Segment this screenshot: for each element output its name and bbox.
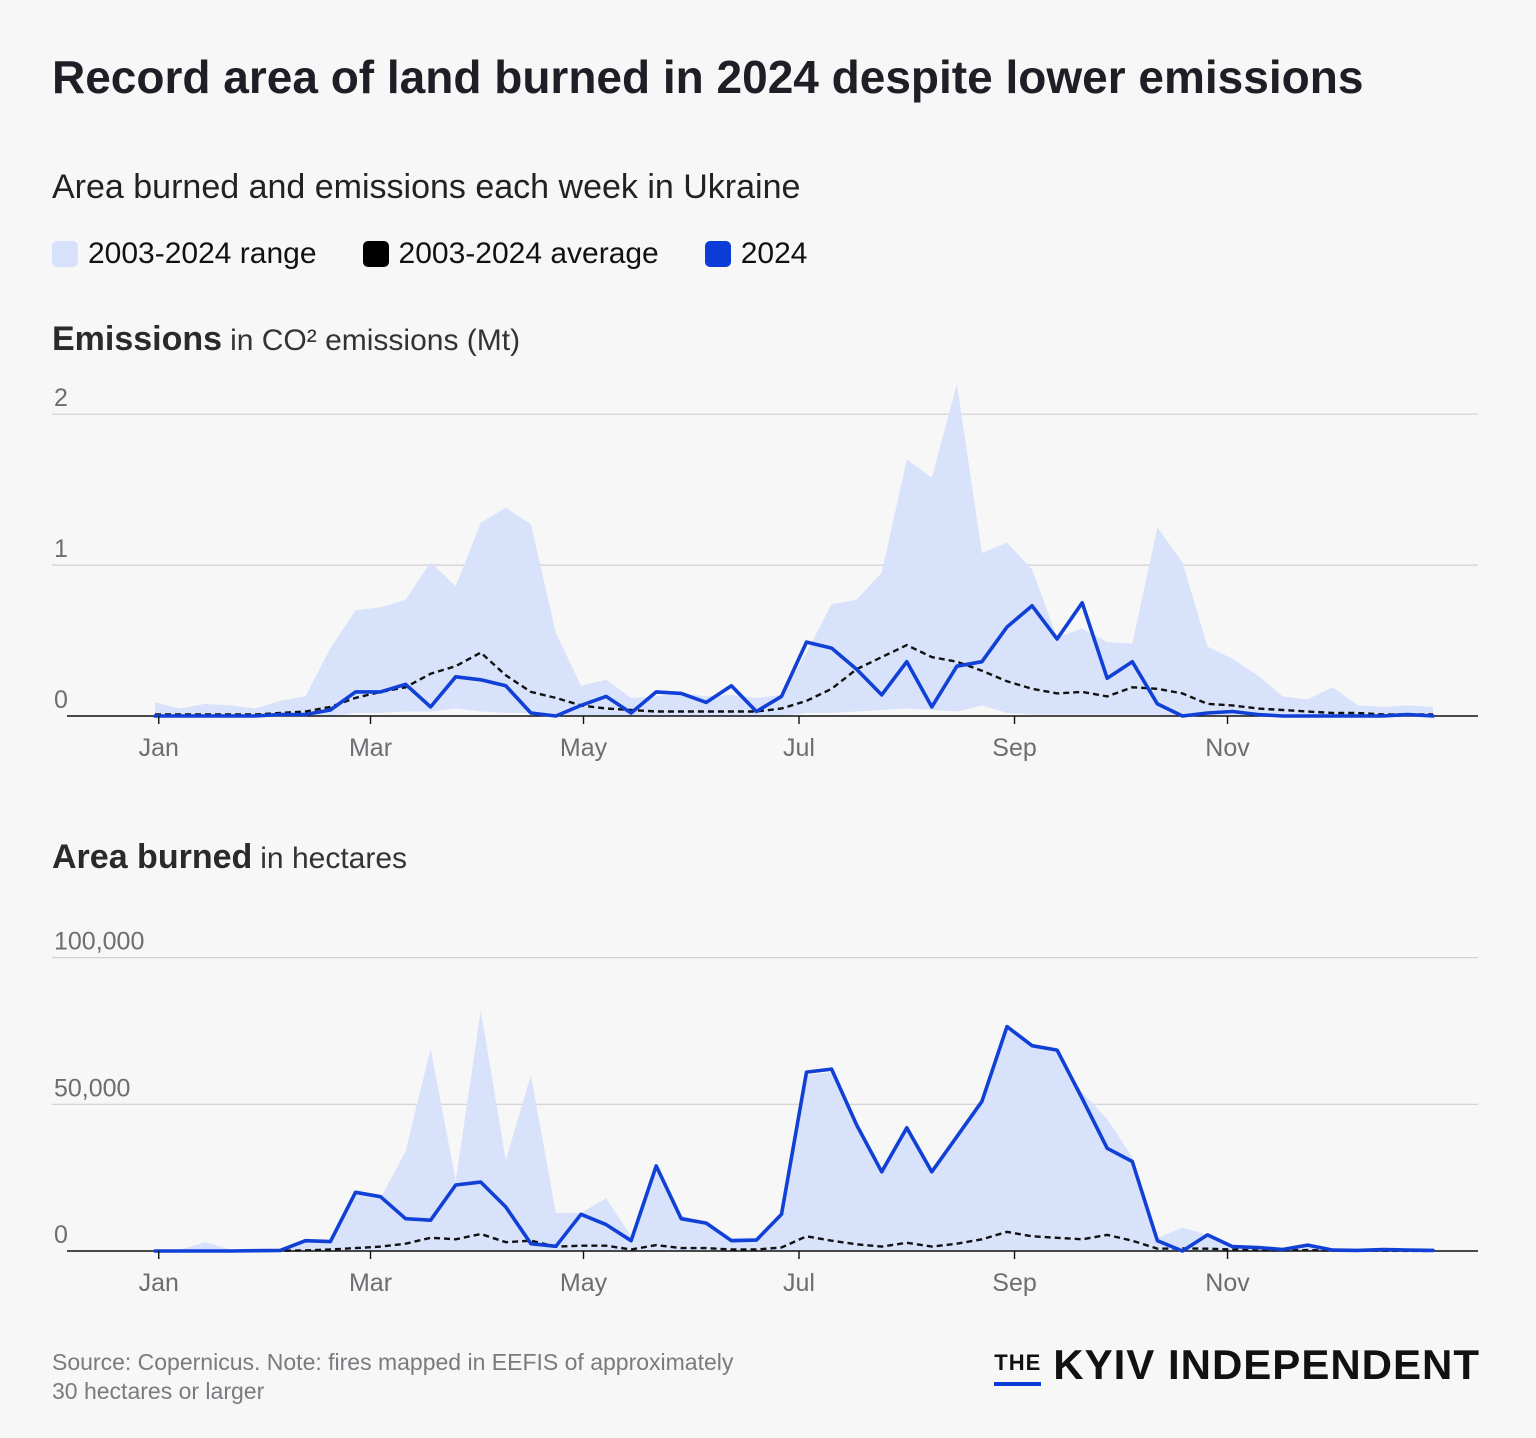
emissions-ytick-label: 2 [54, 384, 68, 412]
area-2024-line [153, 1024, 1435, 1253]
legend-item-average: 2003-2024 average [362, 237, 659, 271]
area-header-unit: in hectares [260, 842, 408, 875]
emissions-ytick-label: 1 [54, 535, 68, 563]
legend-label-range: 2003-2024 range [88, 237, 317, 270]
emissions-ytick-label: 0 [54, 686, 68, 714]
emissions-xtick-label-may: May [560, 734, 608, 762]
legend-item-2024: 2024 [704, 237, 808, 271]
area-xtick-label-sep: Sep [992, 1269, 1036, 1297]
brand-name: KYIV INDEPENDENT [1053, 1341, 1480, 1388]
legend-label-average: 2003-2024 average [398, 237, 659, 270]
legend-swatch-range [52, 241, 78, 267]
area-header: Area burned in hectares [52, 838, 407, 877]
emissions-xtick-label-mar: Mar [349, 734, 392, 762]
emissions-header: Emissions in CO² emissions (Mt) [52, 320, 520, 359]
emissions-xtick-label-nov: Nov [1205, 734, 1250, 762]
area-ytick-label: 0 [54, 1221, 68, 1249]
legend: 2003-2024 range 2003-2024 average 2024 [52, 236, 854, 272]
area-xtick-label-jan: Jan [139, 1269, 179, 1297]
area-xtick-label-nov: Nov [1205, 1269, 1250, 1297]
emissions-chart: 0 1 2 Jan Mar May Jul Sep Nov [52, 384, 1478, 762]
emissions-average-line [155, 643, 1433, 716]
area-ytick-label: 50,000 [54, 1074, 130, 1102]
source-note: Source: Copernicus. Note: fires mapped i… [52, 1349, 734, 1404]
area-xtick-label-jul: Jul [783, 1269, 815, 1297]
chart-subtitle: Area burned and emissions each week in U… [52, 168, 801, 206]
emissions-2024-line [153, 601, 1435, 718]
chart-title: Record area of land burned in 2024 despi… [52, 51, 1364, 103]
emissions-xtick-label-sep: Sep [992, 734, 1036, 762]
emissions-range-band [155, 384, 1433, 716]
emissions-header-title: Emissions [52, 320, 223, 358]
emissions-xtick-label-jan: Jan [139, 734, 179, 762]
area-xtick-label-mar: Mar [349, 1269, 392, 1297]
legend-swatch-2024 [704, 241, 731, 267]
emissions-xtick-label-jul: Jul [783, 734, 815, 762]
area-xtick-label-may: May [560, 1269, 608, 1297]
area-average-line [155, 1230, 1433, 1253]
area-range-band [155, 1010, 1433, 1251]
area-burned-chart: 0 50,000 100,000 Jan Mar May Jul Sep Nov [52, 928, 1478, 1297]
legend-item-range: 2003-2024 range [52, 237, 317, 271]
area-header-title: Area burned [52, 838, 253, 876]
brand-logo: THE KYIV INDEPENDENT [994, 1344, 1480, 1386]
legend-label-2024: 2024 [740, 237, 808, 270]
brand-the: THE [994, 1350, 1042, 1386]
legend-swatch-average [362, 241, 389, 267]
emissions-header-unit: in CO² emissions (Mt) [230, 324, 521, 357]
area-ytick-label: 100,000 [54, 928, 144, 956]
